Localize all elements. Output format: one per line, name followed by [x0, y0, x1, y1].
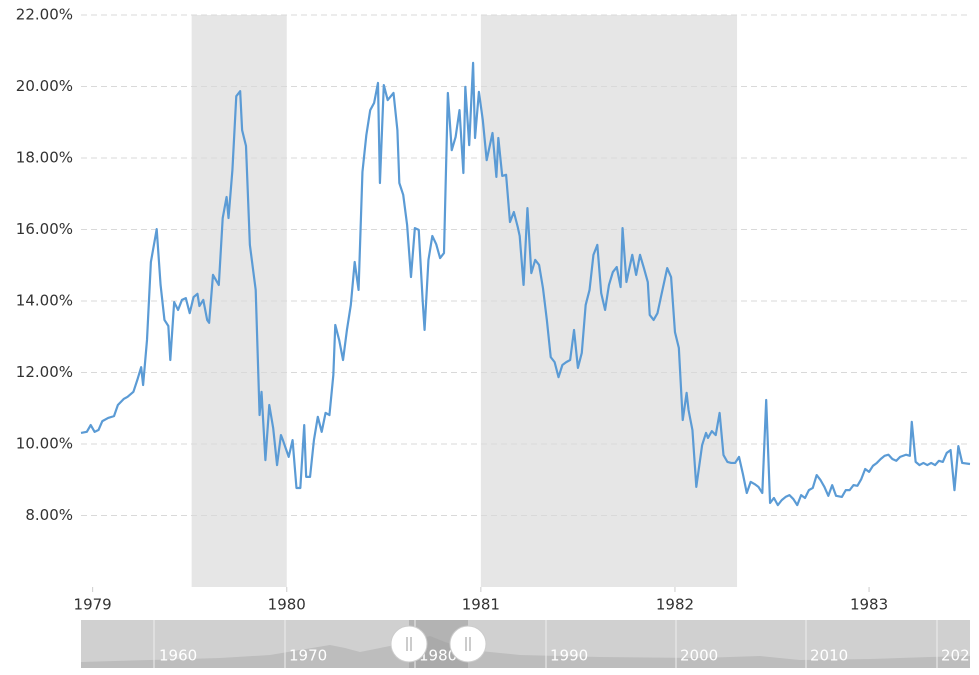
navigator-handle[interactable]	[449, 625, 487, 663]
navigator-label: 1970	[289, 647, 327, 665]
navigator-handle[interactable]	[390, 625, 428, 663]
navigator-label: 2000	[680, 647, 718, 665]
y-tick-label: 12.00%	[16, 363, 73, 381]
navigator-label: 2020	[941, 647, 979, 665]
x-tick-label: 1981	[462, 596, 500, 614]
x-tick-label: 1980	[268, 596, 306, 614]
x-tick-label: 1983	[850, 596, 888, 614]
x-tick-label: 1982	[656, 596, 694, 614]
y-tick-label: 10.00%	[16, 435, 73, 453]
navigator-label: 1990	[550, 647, 588, 665]
recession-band	[191, 15, 287, 587]
recession-band	[480, 15, 738, 587]
navigator-area	[81, 636, 970, 668]
y-tick-label: 22.00%	[16, 6, 73, 24]
y-tick-label: 16.00%	[16, 220, 73, 238]
plot-area: 8.00% 10.00% 12.00% 14.00% 16.00% 18.00% 20.00…	[16, 6, 971, 614]
x-tick-label: 1979	[74, 596, 112, 614]
navigator-label: 2010	[810, 647, 848, 665]
data-line	[80, 61, 971, 507]
navigator-label: 1980	[419, 647, 457, 665]
y-tick-label: 14.00%	[16, 292, 73, 310]
navigator-label: 1960	[159, 647, 197, 665]
y-tick-label: 20.00%	[16, 77, 73, 95]
y-tick-label: 18.00%	[16, 149, 73, 167]
y-tick-label: 8.00%	[25, 506, 73, 524]
navigator: 1960 1970 1980 1990 2000 2010 2020	[81, 620, 979, 668]
